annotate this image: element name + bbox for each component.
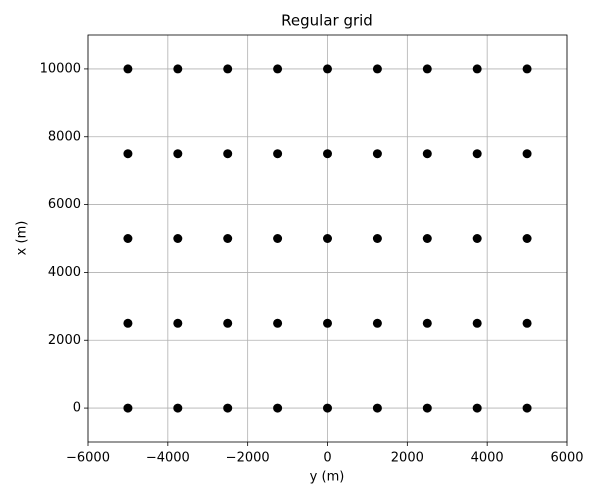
point (123, 234, 133, 243)
point (472, 318, 482, 328)
point (372, 318, 382, 328)
point (422, 149, 432, 159)
point (522, 318, 532, 328)
y-tick-label: 0 (73, 401, 81, 416)
point (273, 234, 283, 243)
x-tick-label: 2000 (391, 451, 424, 466)
point (223, 234, 233, 243)
point (323, 403, 332, 413)
point (173, 234, 183, 243)
chart-title: Regular grid (281, 12, 373, 30)
point (372, 403, 382, 413)
y-tick-label: 2000 (48, 333, 81, 348)
x-tick-label: 0 (323, 451, 331, 466)
point (173, 318, 183, 328)
point (422, 318, 432, 328)
point (422, 234, 432, 243)
x-tick-label: −6000 (66, 451, 110, 466)
point (323, 234, 332, 243)
point (372, 234, 382, 243)
point (323, 149, 332, 159)
point (522, 149, 532, 159)
point (273, 403, 283, 413)
point (472, 149, 482, 159)
point (422, 403, 432, 413)
point (273, 318, 283, 328)
point (372, 64, 382, 74)
point (173, 149, 183, 159)
x-tick-label: 6000 (550, 451, 583, 466)
y-tick-label: 10000 (40, 61, 81, 76)
x-tick-label: −2000 (226, 451, 270, 466)
point (522, 64, 532, 74)
point (223, 403, 233, 413)
x-axis-label: y (m) (310, 470, 345, 485)
point (173, 64, 183, 74)
point (472, 403, 482, 413)
point (323, 318, 332, 328)
point (223, 318, 233, 328)
point (472, 234, 482, 243)
point (323, 64, 332, 74)
point (522, 234, 532, 243)
x-tick-label: 4000 (471, 451, 504, 466)
y-tick-label: 6000 (48, 197, 81, 212)
point (472, 64, 482, 74)
point (273, 149, 283, 159)
point (273, 64, 283, 74)
point (372, 149, 382, 159)
point (123, 403, 133, 413)
y-tick-label: 8000 (48, 129, 81, 144)
y-axis-label: x (m) (15, 221, 30, 256)
point (522, 403, 532, 413)
point (223, 149, 233, 159)
point (123, 149, 133, 159)
plot-frame (87, 34, 568, 443)
x-tick-label: −4000 (146, 451, 190, 466)
point (123, 318, 133, 328)
point (173, 403, 183, 413)
point (223, 64, 233, 74)
y-tick-label: 4000 (48, 265, 81, 280)
point (422, 64, 432, 74)
point (123, 64, 133, 74)
